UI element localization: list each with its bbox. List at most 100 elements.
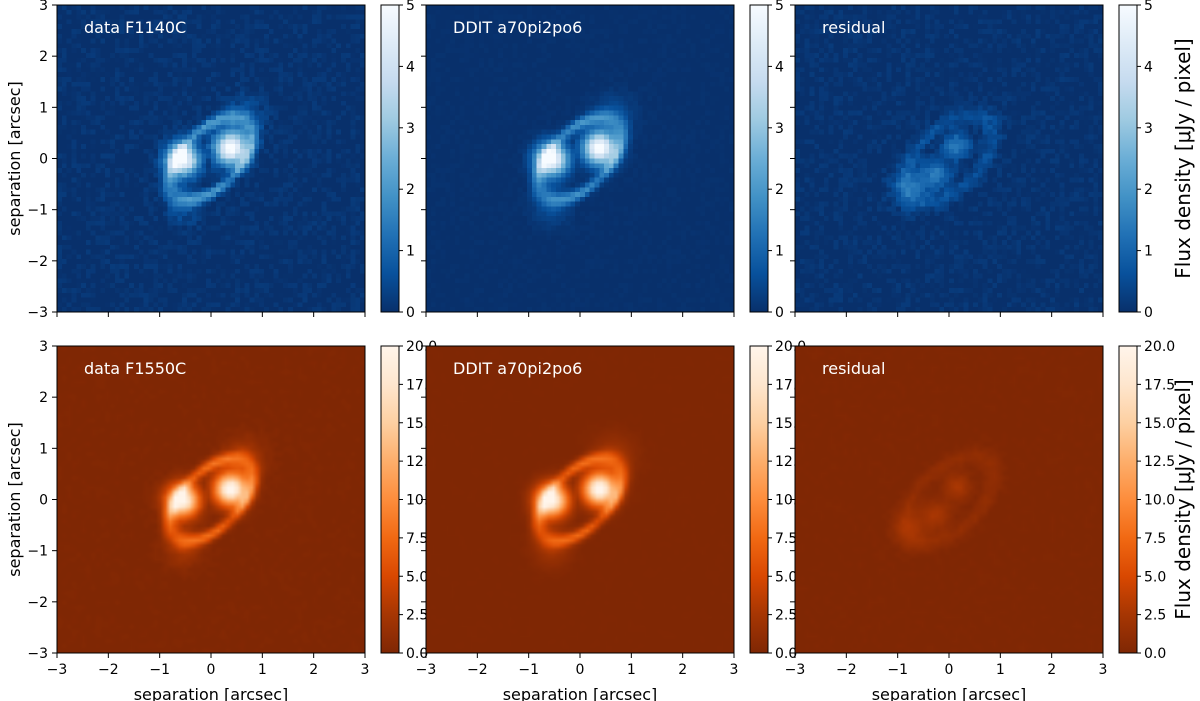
colorbar: 0.02.55.07.510.012.515.017.520.0 xyxy=(749,339,806,662)
colorbar: 0 1 2 3 4 5 xyxy=(749,0,784,321)
panel-title: data F1550C xyxy=(84,359,186,378)
y-tick-label: 1 xyxy=(39,441,48,457)
x-tick-label: −1 xyxy=(887,662,908,678)
colorbar-tick-label: 0.0 xyxy=(1144,646,1166,662)
colorbar-gradient xyxy=(380,4,400,313)
y-tick-label: −2 xyxy=(27,595,48,611)
colorbar-tick-label: 4 xyxy=(1144,59,1153,75)
colorbar-tick-label: 5.0 xyxy=(406,569,428,585)
y-tick-label: 0 xyxy=(39,152,48,168)
colorbar-tick-label: 7.5 xyxy=(406,531,428,547)
colorbar-tick-label: 17.5 xyxy=(1144,377,1175,393)
colorbar-tick-label: 2 xyxy=(406,182,415,198)
panel-title: data F1140C xyxy=(84,18,186,37)
heatmap-image xyxy=(57,5,365,312)
panel-title: residual xyxy=(822,18,885,37)
colorbar-tick-label: 2 xyxy=(775,182,784,198)
colorbar-tick-label: 3 xyxy=(775,121,784,137)
x-tick-label: 3 xyxy=(730,662,739,678)
colorbar-tick-label: 2 xyxy=(1144,182,1153,198)
colorbar-tick-label: 2.5 xyxy=(775,608,797,624)
colorbar-gradient xyxy=(1118,4,1138,313)
heatmap-image xyxy=(795,5,1103,312)
x-tick-label: −3 xyxy=(47,662,68,678)
x-tick-label: −2 xyxy=(98,662,119,678)
x-tick-label: −2 xyxy=(836,662,857,678)
y-tick-label: −3 xyxy=(27,305,48,321)
x-tick-label: −3 xyxy=(785,662,806,678)
colorbar-tick-label: 3 xyxy=(406,121,415,137)
heatmap-panel-r1-c0: data F1550C −3−3 −2 −2 −1 −1 0 0 1 1 2 2 3 3 separatio… xyxy=(27,339,369,701)
x-tick-label: −1 xyxy=(149,662,170,678)
colorbar-label: Flux density [μJy / pixel] xyxy=(1171,379,1195,619)
colorbar-tick-label: 5 xyxy=(406,0,415,14)
colorbar-tick-label: 15.0 xyxy=(1144,416,1175,432)
colorbar-label: Flux density [μJy / pixel] xyxy=(1171,38,1195,278)
colorbar-tick-label: 10.0 xyxy=(1144,493,1175,509)
y-tick-label: −2 xyxy=(27,254,48,270)
y-axis-label: separation [arcsec] xyxy=(5,81,24,236)
heatmap-panel-r1-c2: residual −3 −2 −1 0 1 2 3 separation [arcsec] xyxy=(785,345,1108,701)
x-tick-label: 0 xyxy=(945,662,954,678)
colorbar-tick-label: 5 xyxy=(775,0,784,14)
y-tick-label: −3 xyxy=(27,646,48,662)
colorbar-gradient xyxy=(380,345,400,654)
heatmap-image xyxy=(57,346,365,653)
heatmap-image xyxy=(795,346,1103,653)
x-tick-label: 1 xyxy=(258,662,267,678)
x-tick-label: 2 xyxy=(678,662,687,678)
colorbar-tick-label: 5 xyxy=(1144,0,1153,14)
colorbar-tick-label: 0 xyxy=(406,305,415,321)
x-tick-label: 3 xyxy=(361,662,370,678)
colorbar-tick-label: 7.5 xyxy=(775,531,797,547)
y-tick-label: 3 xyxy=(39,339,48,355)
x-tick-label: 2 xyxy=(1047,662,1056,678)
colorbar-tick-label: 2.5 xyxy=(1144,608,1166,624)
x-tick-label: −2 xyxy=(467,662,488,678)
y-tick-label: −1 xyxy=(27,544,48,560)
colorbar-tick-label: 0.0 xyxy=(775,646,797,662)
y-tick-label: 2 xyxy=(39,49,48,65)
colorbar-tick-label: 7.5 xyxy=(1144,531,1166,547)
x-tick-label: 3 xyxy=(1099,662,1108,678)
x-axis-label: separation [arcsec] xyxy=(134,685,289,701)
colorbar-tick-label: 3 xyxy=(1144,121,1153,137)
x-tick-label: 1 xyxy=(627,662,636,678)
x-tick-label: 0 xyxy=(576,662,585,678)
colorbar: 0 1 2 3 4 5 xyxy=(380,0,415,321)
colorbar: 0 1 2 3 4 5 xyxy=(1118,0,1153,321)
heatmap-panel-r0-c0: data F1140C −3 −2 −1 0 1 2 3 xyxy=(27,0,366,321)
heatmap-panel-r0-c1: DDIT a70pi2po6 xyxy=(421,4,735,317)
colorbar-tick-label: 0 xyxy=(1144,305,1153,321)
colorbar-tick-label: 0 xyxy=(775,305,784,321)
y-tick-label: 0 xyxy=(39,493,48,509)
x-tick-label: 1 xyxy=(996,662,1005,678)
colorbar-gradient xyxy=(749,345,769,654)
y-tick-label: 2 xyxy=(39,390,48,406)
colorbar-tick-label: 5.0 xyxy=(775,569,797,585)
y-tick-label: 1 xyxy=(39,100,48,116)
colorbar-tick-label: 0.0 xyxy=(406,646,428,662)
heatmap-image xyxy=(426,346,734,653)
colorbar-tick-label: 5.0 xyxy=(1144,569,1166,585)
x-axis-label: separation [arcsec] xyxy=(872,685,1027,701)
colorbar-tick-label: 1 xyxy=(406,244,415,260)
colorbar-tick-label: 1 xyxy=(775,244,784,260)
x-tick-label: 2 xyxy=(309,662,318,678)
colorbar-gradient xyxy=(1118,345,1138,654)
panel-title: DDIT a70pi2po6 xyxy=(453,18,582,37)
colorbar: 0.02.55.07.510.012.515.017.520.0 xyxy=(1118,339,1175,662)
y-tick-label: 3 xyxy=(39,0,48,14)
colorbar-tick-label: 12.5 xyxy=(1144,454,1175,470)
x-axis-label: separation [arcsec] xyxy=(503,685,658,701)
x-tick-label: 0 xyxy=(207,662,216,678)
heatmap-panel-r1-c1: DDIT a70pi2po6 −3 −2 −1 0 1 2 3 separation [arcs… xyxy=(416,345,739,701)
colorbar-tick-label: 2.5 xyxy=(406,608,428,624)
colorbar-tick-label: 4 xyxy=(406,59,415,75)
y-tick-label: −1 xyxy=(27,203,48,219)
panel-title: DDIT a70pi2po6 xyxy=(453,359,582,378)
colorbar-gradient xyxy=(749,4,769,313)
x-tick-label: −1 xyxy=(518,662,539,678)
panel-title: residual xyxy=(822,359,885,378)
